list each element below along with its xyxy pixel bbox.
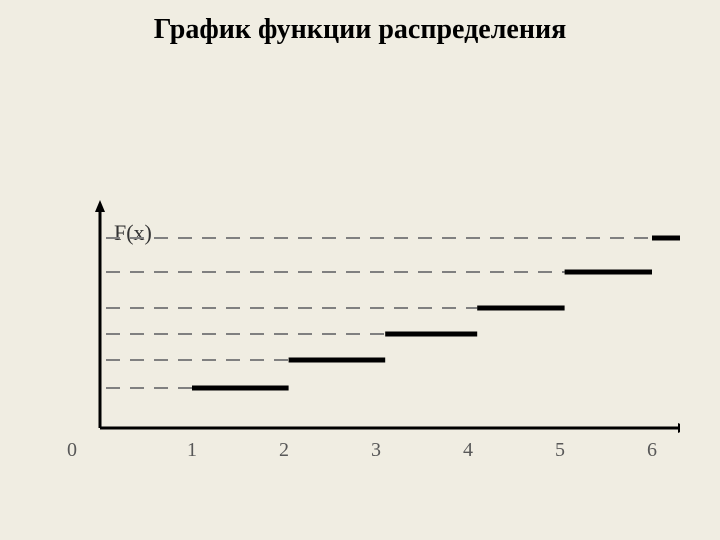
svg-text:5: 5 (555, 439, 565, 461)
svg-text:4: 4 (463, 439, 473, 461)
svg-text:6: 6 (647, 439, 657, 461)
page-title: График функции распределения (0, 0, 720, 46)
svg-text:2: 2 (279, 439, 289, 461)
svg-text:F(x): F(x) (114, 220, 152, 245)
svg-text:1: 1 (187, 439, 197, 461)
chart-svg: F(x)x0123456 (40, 150, 680, 480)
svg-text:0: 0 (67, 439, 77, 461)
svg-text:3: 3 (371, 439, 381, 461)
step-chart: F(x)x0123456 (40, 150, 680, 480)
